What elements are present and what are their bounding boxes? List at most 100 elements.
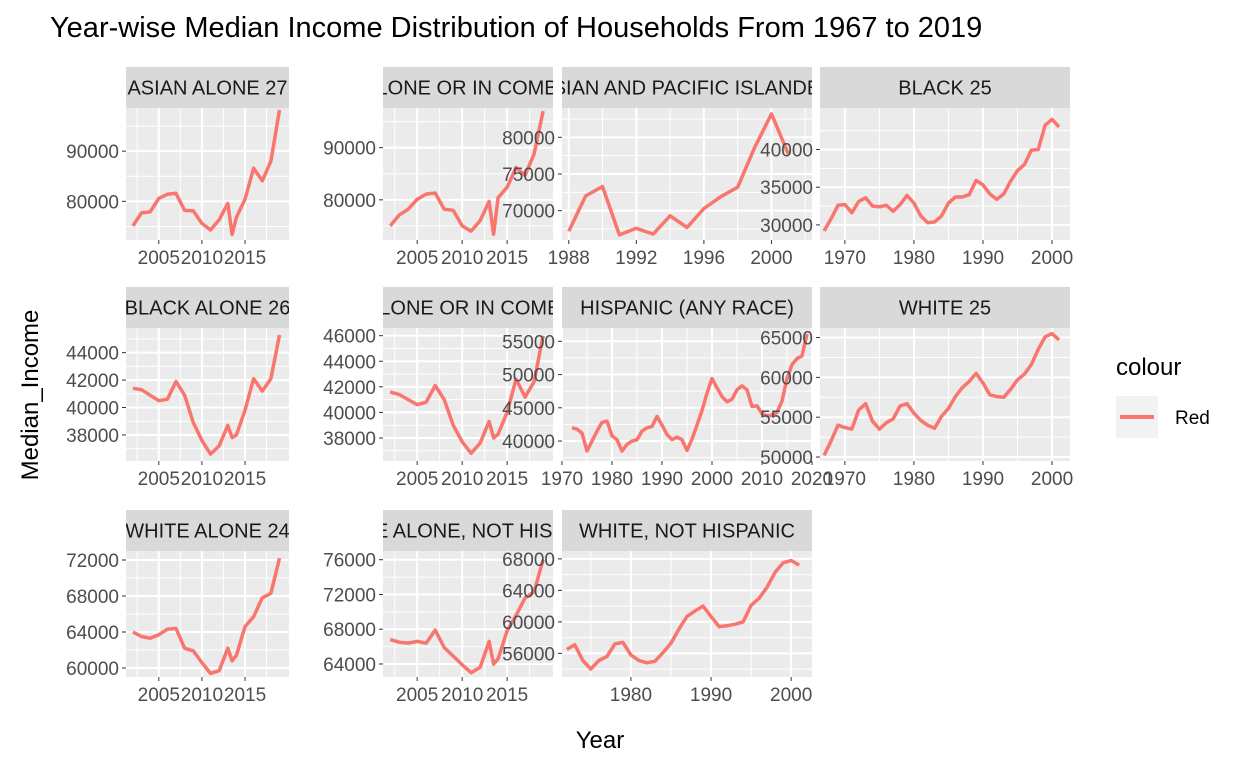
x-tick-label: 2005 [396,685,438,706]
series-line [565,558,801,671]
facet-panel: BLACK ALONE 26 2005 2010 2015 38000 40000 4200… [66,287,289,490]
facet-panel: ASIAN ALONE 27 2005 2010 2015 80000 90000 [66,67,289,269]
facet-strip-label: ASIAN ALONE 27 [127,78,287,100]
y-tick-label: 38000 [66,426,119,447]
x-tick-label: 1980 [893,248,935,269]
x-tick-label: 2000 [750,248,792,269]
y-tick-label: 35000 [760,178,813,199]
y-tick-label: 68000 [502,550,555,571]
x-tick-label: 1970 [541,469,583,490]
facet-strip [126,510,289,551]
y-tick-label: 44000 [323,352,376,373]
x-tick-label: 2005 [138,469,180,490]
y-tick-label: 46000 [323,327,376,348]
facet-panel: ASIAN ALONE OR IN COMBINATION 2005 2010 201… [299,67,638,269]
x-tick-label: 2005 [396,469,438,490]
y-tick-label: 60000 [760,368,813,389]
x-tick-label: 2010 [441,685,483,706]
y-tick-label: 40000 [323,403,376,424]
series-line [822,331,1061,457]
x-tick-label: 2015 [224,469,266,490]
x-tick-label: 2010 [441,469,483,490]
y-tick-label: 90000 [323,139,376,160]
facet-panel: WHITE 25 1970 1980 1990 2000 50000 55000 60000 6… [760,287,1073,490]
y-tick-label: 40000 [66,399,119,420]
y-tick-label: 64000 [323,655,376,676]
facet-strip [383,287,553,328]
x-tick-label: 2000 [1031,469,1073,490]
panel-background [562,551,812,677]
y-tick-label: 72000 [66,551,119,572]
y-tick-label: 40000 [502,432,555,453]
y-tick-label: 68000 [66,587,119,608]
x-tick-label: 2000 [1031,248,1073,269]
series-line [388,110,545,237]
facet-strip-label: WHITE ALONE, NOT HISPANIC [324,521,612,543]
x-tick-label: 2010 [441,248,483,269]
series-line [571,333,809,453]
facet-strip [126,67,289,108]
x-tick-label: 2020 [791,469,833,490]
panel-background [126,328,289,461]
panel-background [126,108,289,240]
x-tick-label: 2010 [741,469,783,490]
facet-panel: BLACK 25 1970 1980 1990 2000 30000 35000 40000 [760,67,1073,269]
y-tick-label: 64000 [66,623,119,644]
x-tick-label: 2010 [181,469,223,490]
facet-strip-label: BLACK ALONE OR IN COMBINATION [296,298,640,320]
y-tick-label: 38000 [323,429,376,450]
x-tick-label: 1996 [683,248,725,269]
x-tick-label: 1980 [591,469,633,490]
y-tick-label: 60000 [66,659,119,680]
x-axis-title: Year [576,727,625,754]
series-line [132,557,282,676]
x-tick-label: 2015 [486,685,528,706]
x-tick-label: 1980 [893,469,935,490]
y-tick-label: 72000 [323,585,376,606]
y-tick-label: 68000 [323,620,376,641]
legend-title: colour [1116,354,1181,381]
x-tick-label: 2000 [770,685,812,706]
y-tick-label: 56000 [502,644,555,665]
x-tick-label: 1988 [548,248,590,269]
panel-background [820,328,1070,461]
facet-strip [562,510,812,551]
y-tick-label: 50000 [760,448,813,469]
series-line [132,334,282,456]
facet-strip [126,287,289,328]
y-tick-label: 42000 [66,371,119,392]
y-tick-label: 55000 [760,408,813,429]
facet-panel: WHITE, NOT HISPANIC 1980 1990 2000 56000 6000… [502,510,812,706]
facet-strip-label: ASIAN AND PACIFIC ISLANDER [539,78,834,100]
y-tick-label: 80000 [323,191,376,212]
x-tick-label: 1992 [615,248,657,269]
series-line [567,112,791,237]
y-tick-label: 45000 [502,399,555,420]
y-tick-label: 80000 [66,192,119,213]
series-line [389,335,545,456]
y-tick-label: 64000 [502,581,555,602]
x-tick-label: 2010 [181,685,223,706]
series-line [822,117,1061,232]
x-tick-label: 2015 [486,248,528,269]
y-tick-label: 65000 [760,329,813,350]
x-tick-label: 1980 [610,685,652,706]
facet-strip-label: BLACK 25 [898,78,991,100]
y-tick-label: 76000 [323,551,376,572]
panel-background [820,108,1070,240]
facet-strip-label: HISPANIC (ANY RACE) [580,298,794,320]
legend: colour Red [1116,354,1210,438]
x-tick-label: 1990 [962,469,1004,490]
y-tick-label: 50000 [502,366,555,387]
facet-strip [383,67,553,108]
x-tick-label: 2005 [396,248,438,269]
facet-panel: WHITE ALONE, NOT HISPANIC 2005 2010 2015 640… [323,510,612,706]
facet-strip-label: ASIAN ALONE OR IN COMBINATION [299,78,638,100]
facet-strip [820,67,1070,108]
legend-label: Red [1175,408,1210,429]
y-tick-label: 30000 [760,216,813,237]
y-tick-label: 44000 [66,344,119,365]
facet-strip-label: WHITE ALONE 24 [125,521,290,543]
y-tick-label: 55000 [502,332,555,353]
